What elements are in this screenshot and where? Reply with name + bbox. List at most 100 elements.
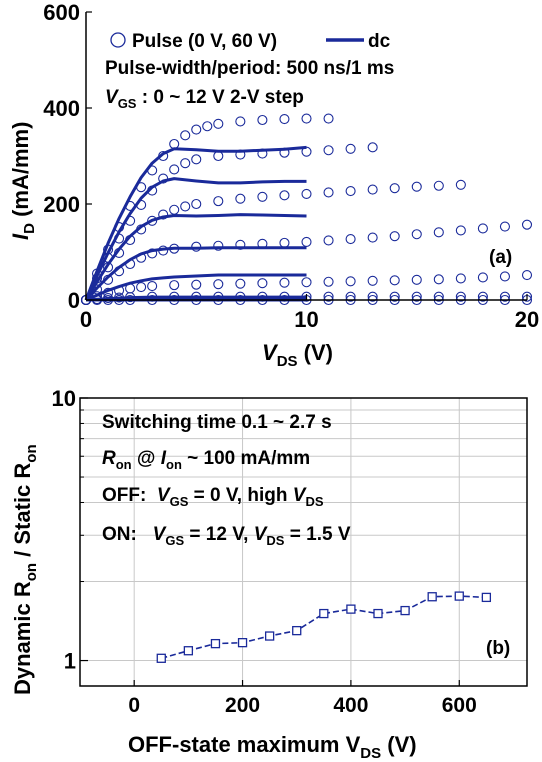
- dc-curve: [84, 246, 307, 302]
- pulse-point: [499, 221, 511, 232]
- pulse-point: [477, 291, 488, 302]
- pulse-point: [411, 229, 422, 240]
- by-title-pre: Dynamic R: [10, 581, 35, 695]
- pulse-point: [367, 275, 378, 286]
- pulse-point: [191, 279, 202, 290]
- vgs-sub: GS: [118, 96, 137, 111]
- legend-dc-label: dc: [368, 31, 391, 52]
- pulse-point: [180, 158, 191, 169]
- dc-series-group: [84, 145, 307, 302]
- pulse-point: [499, 291, 511, 302]
- ann-on-v2: V: [254, 524, 268, 545]
- pulse-point: [367, 291, 378, 302]
- dc-curve: [85, 273, 307, 302]
- pulse-point: [279, 237, 290, 248]
- panel-b-frame: [79, 397, 528, 687]
- pulse-point: [521, 291, 533, 302]
- panel-b-data-point: [346, 604, 356, 614]
- panel-b-ratio-line: [161, 595, 487, 660]
- legend-pulse-note: Pulse-width/period: 500 ns/1 ms: [105, 58, 394, 79]
- pulse-point: [389, 291, 400, 302]
- x-title-sub: DS: [277, 353, 298, 370]
- pulse-point: [301, 277, 312, 288]
- ann-i-sub: on: [166, 457, 182, 472]
- ann-r-sub: on: [116, 457, 132, 472]
- pulse-point: [477, 223, 488, 234]
- panel-b-grid: [80, 397, 527, 686]
- pulse-point: [136, 281, 147, 293]
- pulse-point: [499, 271, 511, 282]
- pulse-point: [433, 274, 444, 285]
- x-title-unit: (V): [298, 340, 333, 365]
- pulse-point: [389, 275, 400, 286]
- panel-b-x-axis-title: OFF-state maximum VDS (V): [128, 732, 417, 762]
- x-title-symbol: V: [262, 340, 279, 365]
- pulse-point: [257, 278, 268, 289]
- pulse-point: [235, 193, 246, 204]
- pulse-point: [235, 116, 246, 127]
- legend-vgs-note: VGS : 0 ~ 12 V 2-V step: [105, 87, 304, 111]
- panel-b-label: (b): [486, 638, 510, 659]
- legend-pulse-marker: [110, 32, 126, 48]
- y-title-symbol: I: [8, 233, 33, 240]
- by-title-mid: / Static R: [10, 463, 35, 563]
- y-title-unit: (mA/mm): [8, 122, 33, 223]
- ann-on-mid: = 12 V,: [184, 524, 254, 545]
- panel-b-data-point: [264, 631, 275, 641]
- pulse-point: [301, 113, 312, 124]
- panel-a-x-tick-label: 20: [515, 307, 539, 332]
- panel-a-y-tick-label: 0: [68, 288, 80, 313]
- pulse-point: [180, 201, 191, 212]
- pulse-point: [367, 184, 378, 195]
- ann-on-pre: ON:: [102, 524, 153, 545]
- pulse-point: [323, 291, 334, 302]
- panel-b-data-point: [210, 638, 221, 649]
- panel-b-data-point: [237, 638, 248, 648]
- bx-title-sub: DS: [360, 745, 381, 762]
- pulse-point: [202, 121, 213, 132]
- pulse-point: [433, 291, 444, 302]
- ann-i-symbol: I: [161, 448, 167, 469]
- dc-curve: [84, 177, 307, 301]
- pulse-point: [323, 235, 334, 246]
- ann-on-rest: = 1.5 V: [284, 524, 350, 545]
- panel-b-axes: [79, 397, 528, 687]
- panel-b-y-axis-title: Dynamic Ron / Static Ron: [10, 444, 40, 695]
- pulse-point: [191, 198, 202, 210]
- panel-b-data-point: [183, 646, 194, 656]
- pulse-point: [345, 291, 356, 302]
- pulse-point: [345, 276, 356, 287]
- panel-b-y-tick-label: 10: [52, 386, 76, 411]
- pulse-point: [433, 227, 444, 238]
- pulse-point: [323, 276, 334, 287]
- ann-off-v2-sub: DS: [305, 494, 323, 509]
- pulse-point: [235, 278, 246, 289]
- pulse-point: [455, 273, 466, 284]
- panel-b-data-point: [292, 625, 302, 636]
- pulse-point: [191, 154, 202, 165]
- pulse-point: [235, 239, 246, 250]
- pulse-point: [411, 291, 422, 302]
- panel-a-y-tick-label: 200: [43, 192, 80, 217]
- vgs-symbol: V: [105, 87, 119, 108]
- pulse-point: [279, 190, 290, 201]
- pulse-point: [147, 215, 158, 226]
- bx-title-main: OFF-state maximum V: [128, 732, 361, 757]
- panel-b-x-tick-label: 200: [225, 694, 260, 717]
- annotation-ron-condition: Ron @ Ion ~ 100 mA/mm: [102, 448, 310, 472]
- pulse-point: [213, 240, 224, 251]
- y-title-sub: D: [21, 223, 38, 234]
- pulse-point: [169, 204, 180, 215]
- panel-b-y-tick-label: 1: [64, 649, 76, 674]
- pulse-point: [323, 113, 334, 124]
- panel-b-data-point: [373, 608, 383, 619]
- ann-current: ~ 100 mA/mm: [182, 448, 310, 469]
- legend-pulse-label: Pulse (0 V, 60 V): [132, 31, 277, 52]
- pulse-point: [169, 280, 180, 291]
- pulse-point: [213, 196, 224, 207]
- pulse-point: [158, 209, 169, 220]
- panel-a-legend: Pulse (0 V, 60 V) dc Pulse-width/period:…: [105, 31, 394, 111]
- panel-a-x-axis-title: VDS (V): [262, 340, 333, 370]
- pulse-point: [323, 145, 334, 156]
